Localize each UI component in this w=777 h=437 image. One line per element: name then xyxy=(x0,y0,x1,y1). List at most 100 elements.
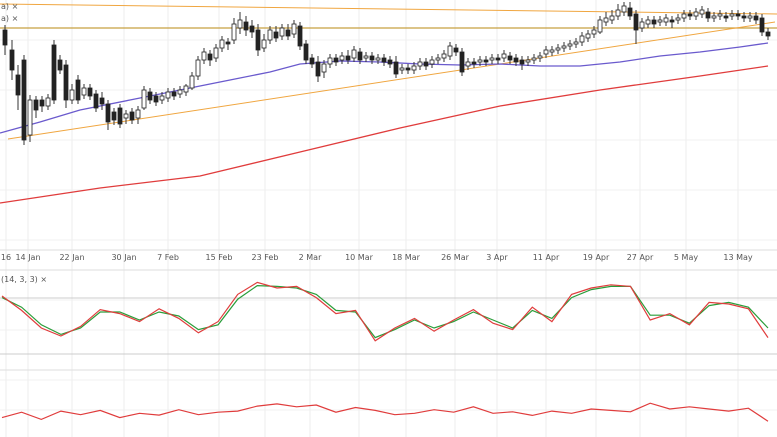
candle-body xyxy=(663,17,669,23)
x-tick-label: 3 Apr xyxy=(486,253,508,262)
candle-body xyxy=(489,57,495,61)
short-moving-average xyxy=(0,42,769,134)
candle-body xyxy=(75,79,81,101)
candle-body xyxy=(681,13,687,19)
candle-body xyxy=(417,61,423,67)
candle-body xyxy=(747,15,753,19)
candle-body xyxy=(123,113,129,119)
candle-body xyxy=(321,63,327,73)
candle-body xyxy=(525,59,531,63)
candle-body xyxy=(687,13,693,17)
candle-body xyxy=(339,55,345,61)
x-tick-label: 23 Feb xyxy=(252,253,279,262)
candle-body xyxy=(249,25,255,33)
stochastic-panel xyxy=(0,281,777,355)
stochastic-d-line xyxy=(1,284,769,339)
candle-body xyxy=(333,57,339,63)
candle-body xyxy=(537,55,543,59)
candle-body xyxy=(399,67,405,71)
x-axis: 16 14 Jan 22 Jan 30 Jan 7 Feb 15 Feb 23 Feb 2 M… xyxy=(1,253,753,262)
x-tick-label: 22 Jan xyxy=(59,253,84,262)
candle-body xyxy=(93,93,99,109)
x-tick-label: 5 May xyxy=(674,253,698,262)
candle-body xyxy=(273,31,279,39)
candle-body xyxy=(405,67,411,71)
candle-body xyxy=(2,29,8,46)
candle-body xyxy=(717,13,723,17)
candle-body xyxy=(165,91,171,99)
candle-body xyxy=(63,64,69,101)
candle-body xyxy=(555,47,561,51)
candle-body xyxy=(303,43,309,61)
candle-body xyxy=(411,65,417,71)
candle-body xyxy=(627,7,633,17)
candle-body xyxy=(129,111,135,121)
candle-body xyxy=(633,13,639,31)
candle-body xyxy=(447,45,453,57)
x-tick-label: 11 Apr xyxy=(533,253,560,262)
candle-body xyxy=(567,43,573,47)
candle-body xyxy=(765,31,771,37)
candle-body xyxy=(699,9,705,15)
candle-body xyxy=(531,57,537,61)
candle-body xyxy=(645,19,651,25)
x-tick-label: 26 Mar xyxy=(441,253,470,262)
candle-body xyxy=(297,25,303,47)
candle-body xyxy=(591,29,597,35)
candle-body xyxy=(171,91,177,97)
candle-body xyxy=(195,59,201,77)
candle-body xyxy=(291,23,297,35)
candle-body xyxy=(453,47,459,53)
x-tick-label: 10 Mar xyxy=(345,253,374,262)
candle-body xyxy=(231,23,237,41)
rising-trendline xyxy=(7,21,776,140)
candle-body xyxy=(369,55,375,61)
candle-body xyxy=(549,49,555,53)
candle-body xyxy=(51,44,57,101)
candle-body xyxy=(753,15,759,21)
candle-body xyxy=(615,9,621,17)
candle-body xyxy=(609,15,615,21)
candle-body xyxy=(159,95,165,101)
candle-body xyxy=(573,41,579,45)
candle-body xyxy=(15,74,21,96)
candle-body xyxy=(519,59,525,65)
candle-body xyxy=(423,61,429,67)
x-tick-label: 13 May xyxy=(723,253,753,262)
candle-body xyxy=(285,29,291,37)
candle-body xyxy=(657,19,663,23)
candle-body xyxy=(345,55,351,61)
candle-body xyxy=(759,17,765,33)
candle-body xyxy=(585,33,591,39)
candle-body xyxy=(639,21,645,29)
candle-body xyxy=(675,17,681,21)
candle-body xyxy=(261,39,267,49)
x-tick-label: 15 Feb xyxy=(206,253,233,262)
candle-body xyxy=(735,13,741,17)
candle-body xyxy=(57,59,63,71)
x-tick-label: 2 Mar xyxy=(299,253,322,262)
candle-body xyxy=(105,103,111,123)
x-tick-label: 27 Apr xyxy=(627,253,654,262)
candle-body xyxy=(429,59,435,65)
candle-body xyxy=(711,15,717,19)
x-tick-label: 18 Mar xyxy=(392,253,421,262)
candle-body xyxy=(327,57,333,65)
stochastic-k-line xyxy=(1,281,769,342)
candle-body xyxy=(207,53,213,61)
candle-body xyxy=(513,57,519,63)
candle-body xyxy=(351,49,357,59)
candle-body xyxy=(87,87,93,97)
candle-body xyxy=(477,59,483,63)
candle-body xyxy=(135,109,141,119)
candle-body xyxy=(651,19,657,25)
candle-body xyxy=(21,59,27,141)
candle-body xyxy=(603,17,609,23)
candle-body xyxy=(441,53,447,59)
candle-body xyxy=(225,41,231,45)
candle-body xyxy=(255,29,261,51)
candle-body xyxy=(141,89,147,109)
candle-body xyxy=(435,57,441,61)
candle-body xyxy=(69,89,75,101)
